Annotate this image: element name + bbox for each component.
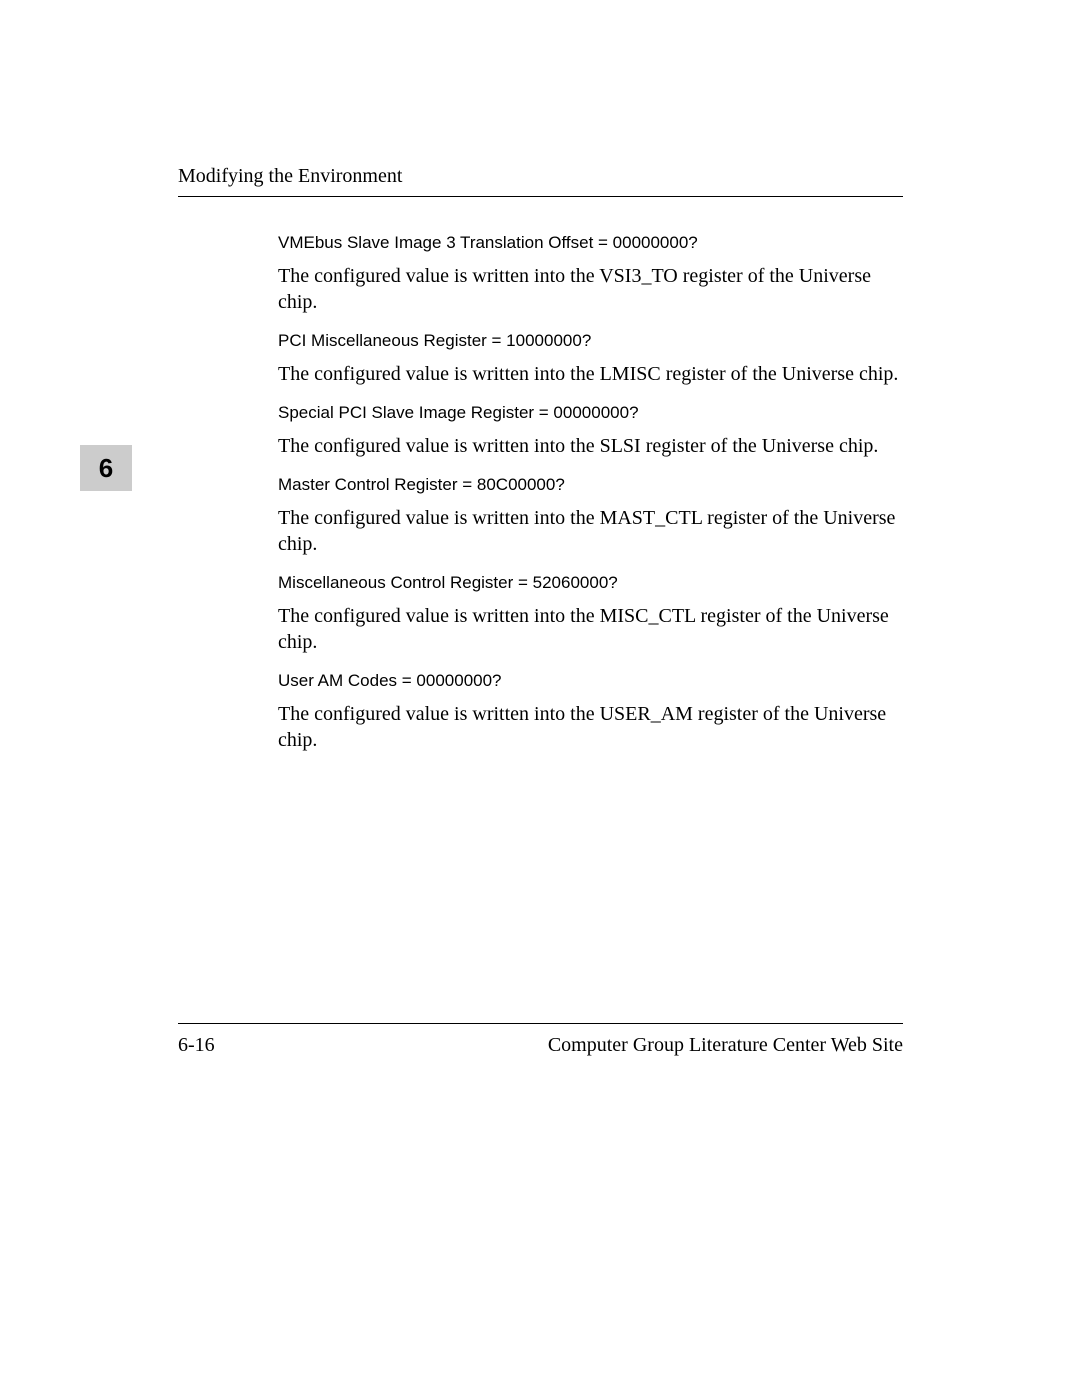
register-prompt: User AM Codes = 00000000? <box>278 671 903 691</box>
footer-rule <box>178 1023 903 1024</box>
page-footer: 6-16 Computer Group Literature Center We… <box>178 1023 903 1057</box>
register-description: The configured value is written into the… <box>278 433 903 459</box>
register-description: The configured value is written into the… <box>278 603 903 655</box>
footer-row: 6-16 Computer Group Literature Center We… <box>178 1034 903 1057</box>
chapter-tab: 6 <box>80 445 132 491</box>
register-prompt: VMEbus Slave Image 3 Translation Offset … <box>278 233 903 253</box>
footer-right-text: Computer Group Literature Center Web Sit… <box>548 1034 903 1057</box>
register-description: The configured value is written into the… <box>278 263 903 315</box>
register-prompt: Master Control Register = 80C00000? <box>278 475 903 495</box>
register-prompt: Special PCI Slave Image Register = 00000… <box>278 403 903 423</box>
register-prompt: PCI Miscellaneous Register = 10000000? <box>278 331 903 351</box>
header-rule <box>178 196 903 197</box>
register-description: The configured value is written into the… <box>278 505 903 557</box>
body-content: VMEbus Slave Image 3 Translation Offset … <box>278 233 903 753</box>
register-prompt: Miscellaneous Control Register = 5206000… <box>278 573 903 593</box>
page-number: 6-16 <box>178 1034 215 1057</box>
register-description: The configured value is written into the… <box>278 701 903 753</box>
register-description: The configured value is written into the… <box>278 361 903 387</box>
chapter-number: 6 <box>99 453 113 484</box>
running-header: Modifying the Environment <box>178 165 903 188</box>
page-content: Modifying the Environment VMEbus Slave I… <box>178 165 903 769</box>
